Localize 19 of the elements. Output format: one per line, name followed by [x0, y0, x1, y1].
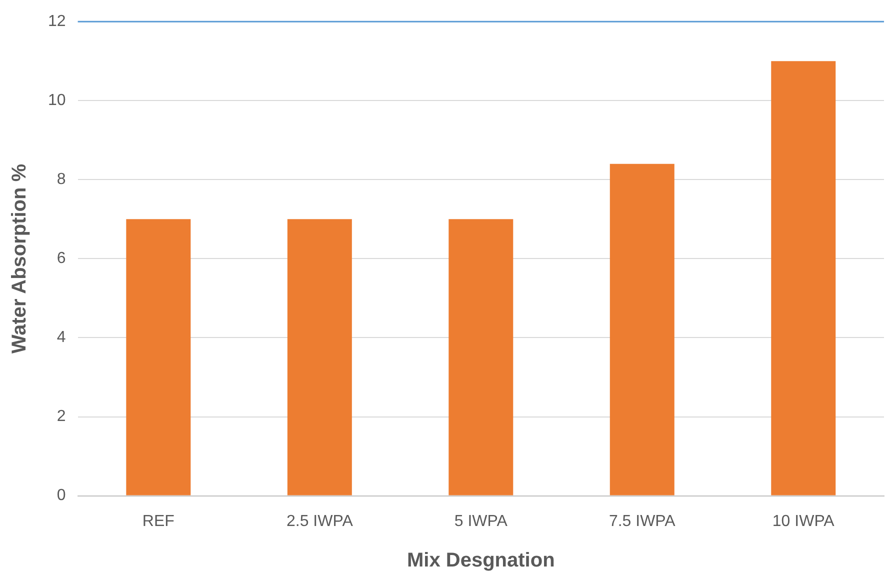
y-tick-label: 2: [56, 408, 66, 426]
y-tick-label: 8: [56, 171, 66, 188]
bar: [771, 61, 836, 496]
x-tick-label: REF: [142, 512, 175, 530]
bar: [610, 164, 674, 496]
bar: [448, 219, 514, 496]
x-tick-label: 2.5 IWPA: [286, 512, 354, 530]
y-tick-label: 10: [48, 92, 66, 110]
bar: [287, 219, 352, 496]
x-tick-label: 5 IWPA: [454, 512, 508, 530]
bar: [126, 219, 191, 496]
y-tick-label: 0: [56, 487, 66, 504]
y-tick-label: 6: [56, 250, 66, 268]
x-tick-label: 10 IWPA: [772, 512, 835, 530]
y-axis-title: Water Absorption %: [8, 164, 31, 354]
y-tick-label: 4: [56, 329, 66, 346]
y-tick-label: 12: [48, 13, 66, 30]
x-tick-label: 7.5 IWPA: [608, 512, 676, 530]
x-axis-title: Mix Desgnation: [407, 550, 555, 572]
